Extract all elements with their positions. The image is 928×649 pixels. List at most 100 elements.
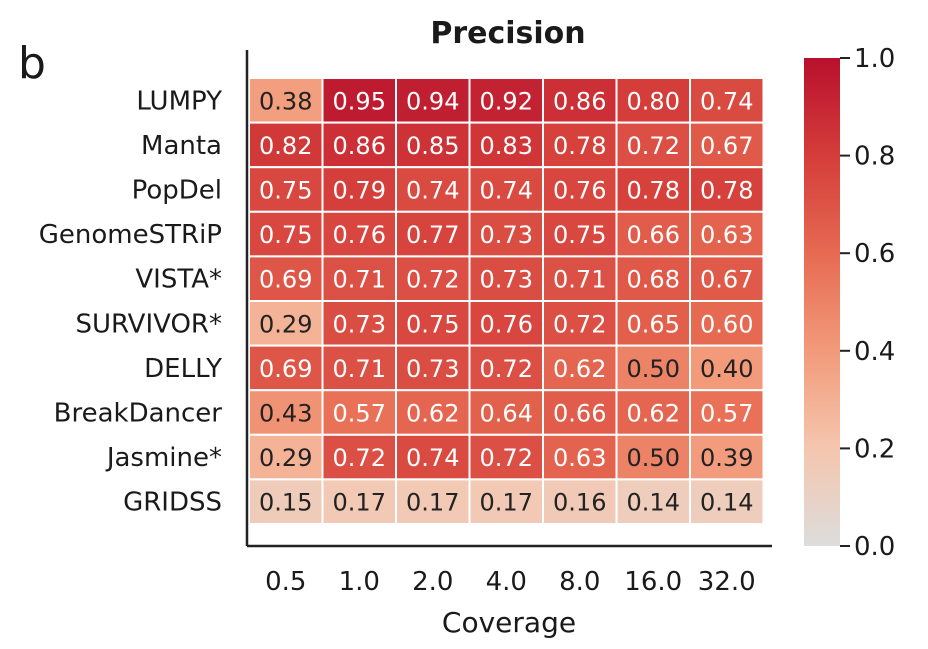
heatmap-cell <box>689 389 765 436</box>
heatmap-cell-value: 0.75 <box>259 177 312 205</box>
heatmap-cell-value: 0.62 <box>406 400 459 428</box>
heatmap-cell <box>248 389 324 436</box>
heatmap-cell <box>395 121 471 169</box>
heatmap-cell <box>542 433 618 481</box>
heatmap-cell-value: 0.72 <box>333 444 386 472</box>
heatmap-cell-value: 0.76 <box>480 310 533 338</box>
heatmap-cell-value: 0.74 <box>406 177 459 205</box>
heatmap-cell-value: 0.57 <box>333 400 386 428</box>
heatmap-cell-value: 0.72 <box>627 132 680 160</box>
y-tick-label: GRIDSS <box>123 488 222 518</box>
heatmap-cell-value: 0.67 <box>700 266 753 294</box>
colorbar-tick-label: 1.0 <box>854 44 895 74</box>
heatmap-cell-value: 0.14 <box>700 489 753 517</box>
heatmap-cell-value: 0.75 <box>259 221 312 249</box>
heatmap-cell-value: 0.92 <box>480 87 533 115</box>
colorbar-tick-label: 0.8 <box>854 142 895 172</box>
heatmap-cell <box>615 344 691 392</box>
heatmap-cell-value: 0.63 <box>553 444 606 472</box>
heatmap-cell-value: 0.73 <box>480 221 533 249</box>
heatmap-cell-value: 0.73 <box>480 266 533 294</box>
heatmap-cell-value: 0.83 <box>480 132 533 160</box>
heatmap-cell-labels: 0.38 0.95 0.94 0.92 0.86 0.80 0.74 0.82 0.86 0.85… <box>259 87 753 516</box>
heatmap-cell <box>542 121 618 169</box>
heatmap-cell <box>689 344 765 392</box>
heatmap-cell-value: 0.78 <box>700 177 753 205</box>
heatmap-cell-value: 0.85 <box>406 132 459 160</box>
heatmap-cell <box>468 478 544 525</box>
heatmap-cell <box>542 478 618 525</box>
x-tick-label: 1.0 <box>339 567 380 597</box>
heatmap-cell <box>689 300 765 347</box>
heatmap-cell <box>395 478 471 525</box>
heatmap-cell-value: 0.80 <box>627 87 680 115</box>
x-tick-label: 16.0 <box>624 567 682 597</box>
heatmap-cell-value: 0.65 <box>627 310 680 338</box>
heatmap-cell-value: 0.86 <box>333 132 386 160</box>
heatmap-cell-value: 0.86 <box>553 87 606 115</box>
heatmap-cell-value: 0.76 <box>553 177 606 205</box>
heatmap-cell-value: 0.71 <box>553 266 606 294</box>
colorbar-tick-label: 0.4 <box>854 337 895 367</box>
heatmap-cell-value: 0.72 <box>406 266 459 294</box>
heatmap-cell-value: 0.72 <box>553 310 606 338</box>
heatmap-cell <box>321 210 397 258</box>
heatmap-cell <box>689 478 765 525</box>
heatmap-cell <box>248 300 324 347</box>
y-tick-label: Jasmine* <box>105 443 222 473</box>
heatmap-cell-value: 0.69 <box>259 355 312 383</box>
y-tick-label: Manta <box>141 131 222 161</box>
heatmap-cell-value: 0.68 <box>627 266 680 294</box>
heatmap-cell <box>248 255 324 302</box>
heatmap-cell <box>615 389 691 436</box>
heatmap-cell-value: 0.67 <box>700 132 753 160</box>
heatmap-cell-value: 0.76 <box>333 221 386 249</box>
heatmap-cell-value: 0.75 <box>553 221 606 249</box>
chart-title: Precision <box>430 16 585 51</box>
y-tick-label: PopDel <box>132 176 222 206</box>
heatmap-cell-value: 0.38 <box>259 87 312 115</box>
heatmap-cell <box>321 300 397 347</box>
heatmap-cell <box>248 121 324 169</box>
heatmap-cell-value: 0.78 <box>627 177 680 205</box>
heatmap-cell-value: 0.29 <box>259 310 312 338</box>
heatmap-cell-value: 0.57 <box>700 400 753 428</box>
heatmap-cell <box>615 210 691 258</box>
heatmap-cell <box>248 478 324 525</box>
heatmap-cell <box>542 389 618 436</box>
x-tick-labels: 0.5 1.0 2.0 4.0 8.0 16.0 32.0 <box>265 567 756 597</box>
heatmap-cell <box>542 166 618 213</box>
heatmap-cell-value: 0.62 <box>553 355 606 383</box>
heatmap-cell-value: 0.66 <box>553 400 606 428</box>
heatmap-cell <box>689 166 765 213</box>
heatmap-cell-value: 0.74 <box>406 444 459 472</box>
colorbar-tick-label: 0.0 <box>854 532 895 562</box>
heatmap-cell <box>468 389 544 436</box>
heatmap-cell-value: 0.79 <box>333 177 386 205</box>
x-tick-label: 32.0 <box>698 567 756 597</box>
heatmap-cell <box>395 433 471 481</box>
colorbar-tick-label: 0.2 <box>854 434 895 464</box>
heatmap-cells <box>248 77 765 525</box>
y-tick-label: LUMPY <box>136 86 222 116</box>
heatmap-cell-value: 0.78 <box>553 132 606 160</box>
heatmap-cell-value: 0.74 <box>700 87 753 115</box>
y-tick-label: SURVIVOR* <box>76 309 223 339</box>
heatmap-cell <box>615 77 691 124</box>
x-tick-label: 0.5 <box>265 567 306 597</box>
heatmap-cell-value: 0.72 <box>480 355 533 383</box>
heatmap-cell-value: 0.94 <box>406 87 459 115</box>
heatmap-cell-value: 0.95 <box>333 87 386 115</box>
heatmap-cell-value: 0.66 <box>627 221 680 249</box>
y-tick-label: BreakDancer <box>54 399 223 429</box>
x-tick-label: 8.0 <box>559 567 600 597</box>
heatmap-cell-value: 0.74 <box>480 177 533 205</box>
heatmap-cell-value: 0.50 <box>627 355 680 383</box>
heatmap-cell <box>395 344 471 392</box>
heatmap-cell-value: 0.71 <box>333 266 386 294</box>
heatmap-cell-value: 0.64 <box>480 400 533 428</box>
heatmap-cell-value: 0.14 <box>627 489 680 517</box>
heatmap-cell-value: 0.17 <box>480 489 533 517</box>
heatmap-cell-value: 0.73 <box>333 310 386 338</box>
